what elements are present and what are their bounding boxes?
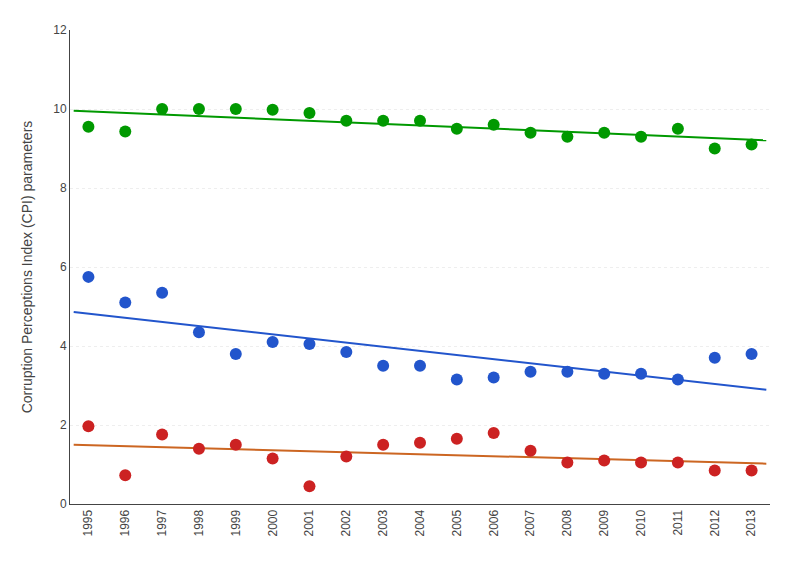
svg-text:2010: 2010 <box>634 509 648 536</box>
svg-text:2013: 2013 <box>744 509 758 536</box>
svg-text:2006: 2006 <box>487 509 501 536</box>
svg-text:2012: 2012 <box>708 509 722 536</box>
svg-text:2002: 2002 <box>339 509 353 536</box>
svg-text:2007: 2007 <box>523 509 537 536</box>
svg-text:2003: 2003 <box>376 509 390 536</box>
svg-text:12: 12 <box>53 23 67 37</box>
svg-text:8: 8 <box>60 181 67 195</box>
svg-text:1996: 1996 <box>118 509 132 536</box>
svg-text:2008: 2008 <box>560 509 574 536</box>
svg-text:2001: 2001 <box>302 509 316 536</box>
svg-text:2009: 2009 <box>597 509 611 536</box>
svg-text:1995: 1995 <box>81 509 95 536</box>
svg-text:1997: 1997 <box>155 509 169 536</box>
svg-text:0: 0 <box>60 497 67 511</box>
svg-text:Corruption Perceptions Index (: Corruption Perceptions Index (CPI) param… <box>19 121 35 414</box>
svg-text:6: 6 <box>60 260 67 274</box>
svg-text:10: 10 <box>53 102 67 116</box>
svg-text:1998: 1998 <box>192 509 206 536</box>
svg-text:2000: 2000 <box>266 509 280 536</box>
svg-text:2004: 2004 <box>413 509 427 536</box>
svg-text:2005: 2005 <box>450 509 464 536</box>
svg-text:4: 4 <box>60 339 67 353</box>
svg-text:2011: 2011 <box>671 509 685 535</box>
svg-text:2: 2 <box>60 418 67 432</box>
svg-text:1999: 1999 <box>229 509 243 536</box>
